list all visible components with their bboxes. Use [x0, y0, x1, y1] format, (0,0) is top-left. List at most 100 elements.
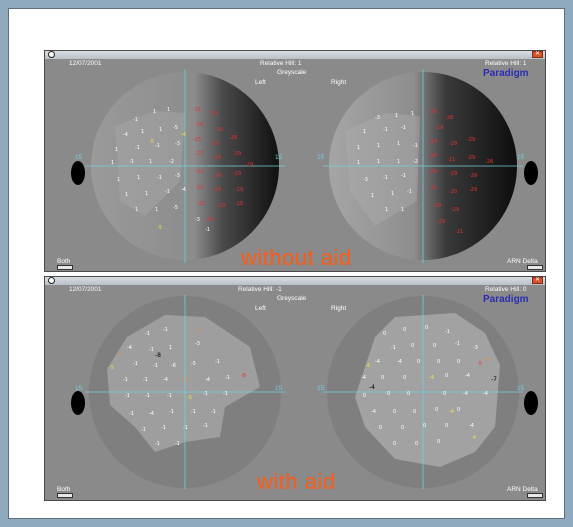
svg-text:1: 1 — [153, 109, 156, 115]
svg-text:-3: -3 — [175, 173, 180, 179]
with-aid-caption: with aid — [257, 469, 336, 494]
svg-text:-29: -29 — [449, 141, 457, 147]
date-label: 12/07/2001 — [69, 286, 102, 293]
svg-text:1: 1 — [391, 191, 394, 197]
close-button[interactable]: ✕ — [532, 51, 543, 58]
arn-delta-selector[interactable] — [527, 265, 543, 270]
axis-label-left: 15 — [75, 385, 83, 392]
svg-text:-4: -4 — [181, 132, 186, 138]
svg-text:-28: -28 — [429, 153, 437, 159]
arn-delta-label: ARN Delta — [507, 486, 538, 493]
left-blind-spot — [71, 161, 85, 185]
close-button[interactable]: ✕ — [532, 277, 543, 284]
svg-text:-21: -21 — [193, 107, 201, 113]
svg-text:0: 0 — [411, 343, 414, 349]
svg-text:1: 1 — [401, 207, 404, 213]
svg-text:-4: -4 — [371, 409, 376, 415]
svg-text:-4: -4 — [123, 132, 128, 138]
svg-text:1: 1 — [159, 127, 162, 133]
svg-text:-20: -20 — [215, 127, 223, 133]
svg-text:1: 1 — [397, 159, 400, 165]
window-menu-icon[interactable] — [48, 51, 55, 58]
svg-text:0: 0 — [415, 441, 418, 447]
svg-text:-3: -3 — [473, 345, 478, 351]
svg-text:-1: -1 — [223, 391, 228, 397]
svg-text:-1: -1 — [135, 145, 140, 151]
svg-text:-1: -1 — [145, 331, 150, 337]
relative-hill-right: Relative Hill: 1 — [485, 60, 527, 67]
svg-text:-4: -4 — [449, 409, 454, 415]
without-aid-caption: without aid — [241, 245, 352, 270]
svg-text:0: 0 — [383, 331, 386, 337]
svg-text:-7: -7 — [195, 329, 200, 335]
svg-text:0: 0 — [407, 391, 410, 397]
svg-text:-4: -4 — [149, 411, 154, 417]
window-titlebar[interactable] — [45, 51, 545, 59]
svg-text:1: 1 — [357, 145, 360, 151]
svg-text:-28: -28 — [445, 115, 453, 121]
axis-label-center-right: 15 — [317, 154, 325, 161]
svg-text:-29: -29 — [217, 203, 225, 209]
window-menu-icon[interactable] — [48, 277, 55, 284]
svg-text:-28: -28 — [235, 201, 243, 207]
svg-text:-1: -1 — [203, 391, 208, 397]
left-eye-label: Left — [255, 79, 266, 86]
svg-text:-1: -1 — [191, 409, 196, 415]
svg-text:-4: -4 — [485, 357, 490, 363]
svg-text:0: 0 — [413, 409, 416, 415]
svg-text:-4: -4 — [205, 377, 210, 383]
svg-text:-32: -32 — [429, 185, 437, 191]
axis-label-right: 15 — [517, 154, 525, 161]
right-eye-label: Right — [331, 305, 347, 312]
svg-text:-4: -4 — [365, 363, 370, 369]
svg-text:-25: -25 — [193, 137, 201, 143]
svg-text:-29: -29 — [429, 169, 437, 175]
svg-text:-1: -1 — [141, 427, 146, 433]
svg-text:-4: -4 — [369, 384, 375, 391]
both-selector[interactable] — [57, 493, 73, 498]
window-titlebar[interactable] — [45, 277, 545, 285]
svg-text:-1: -1 — [391, 345, 396, 351]
svg-text:0: 0 — [401, 425, 404, 431]
svg-text:-5: -5 — [173, 205, 178, 211]
svg-text:-4: -4 — [127, 345, 132, 351]
svg-text:-4: -4 — [375, 359, 380, 365]
svg-text:-1: -1 — [149, 347, 154, 353]
relative-hill-left: Relative Hill: -1 — [238, 286, 282, 293]
svg-text:-1: -1 — [401, 125, 406, 131]
svg-text:-4: -4 — [465, 373, 470, 379]
svg-text:-1: -1 — [175, 441, 180, 447]
axis-label-center-left: 15 — [275, 154, 283, 161]
svg-text:1: 1 — [411, 111, 414, 117]
axis-label-center-left: 15 — [275, 385, 283, 392]
svg-text:-2: -2 — [169, 159, 174, 165]
right-blind-spot — [524, 161, 538, 185]
paradigm-logo: Paradigm — [483, 294, 529, 305]
svg-text:0: 0 — [437, 439, 440, 445]
relative-hill-right: Relative Hill: 0 — [485, 286, 527, 293]
svg-text:0: 0 — [381, 375, 384, 381]
svg-text:-4: -4 — [397, 359, 402, 365]
svg-text:1: 1 — [135, 207, 138, 213]
svg-text:0: 0 — [457, 359, 460, 365]
both-label: Both — [57, 258, 71, 265]
left-blind-spot — [71, 391, 85, 415]
svg-text:1: 1 — [377, 143, 380, 149]
svg-text:-29: -29 — [213, 187, 221, 193]
arn-delta-selector[interactable] — [527, 493, 543, 498]
svg-text:1: 1 — [145, 191, 148, 197]
svg-text:0: 0 — [387, 391, 390, 397]
bottom-visual-field-plots: -1-1 -4 -1 1-3 -1 -1 -6 -5 -1 -1 -1 -4 -4 -1 -1 -1-… — [71, 295, 538, 489]
svg-text:-29: -29 — [449, 171, 457, 177]
both-selector[interactable] — [57, 265, 73, 270]
svg-text:-1: -1 — [129, 159, 134, 165]
svg-text:-29: -29 — [211, 141, 219, 147]
svg-text:-5: -5 — [157, 225, 162, 231]
svg-text:-1: -1 — [445, 329, 450, 335]
svg-text:-31: -31 — [195, 169, 203, 175]
svg-text:1: 1 — [115, 147, 118, 153]
svg-text:-29: -29 — [209, 111, 217, 117]
svg-text:-20: -20 — [449, 189, 457, 195]
svg-text:-29: -29 — [213, 173, 221, 179]
paradigm-logo: Paradigm — [483, 68, 529, 79]
